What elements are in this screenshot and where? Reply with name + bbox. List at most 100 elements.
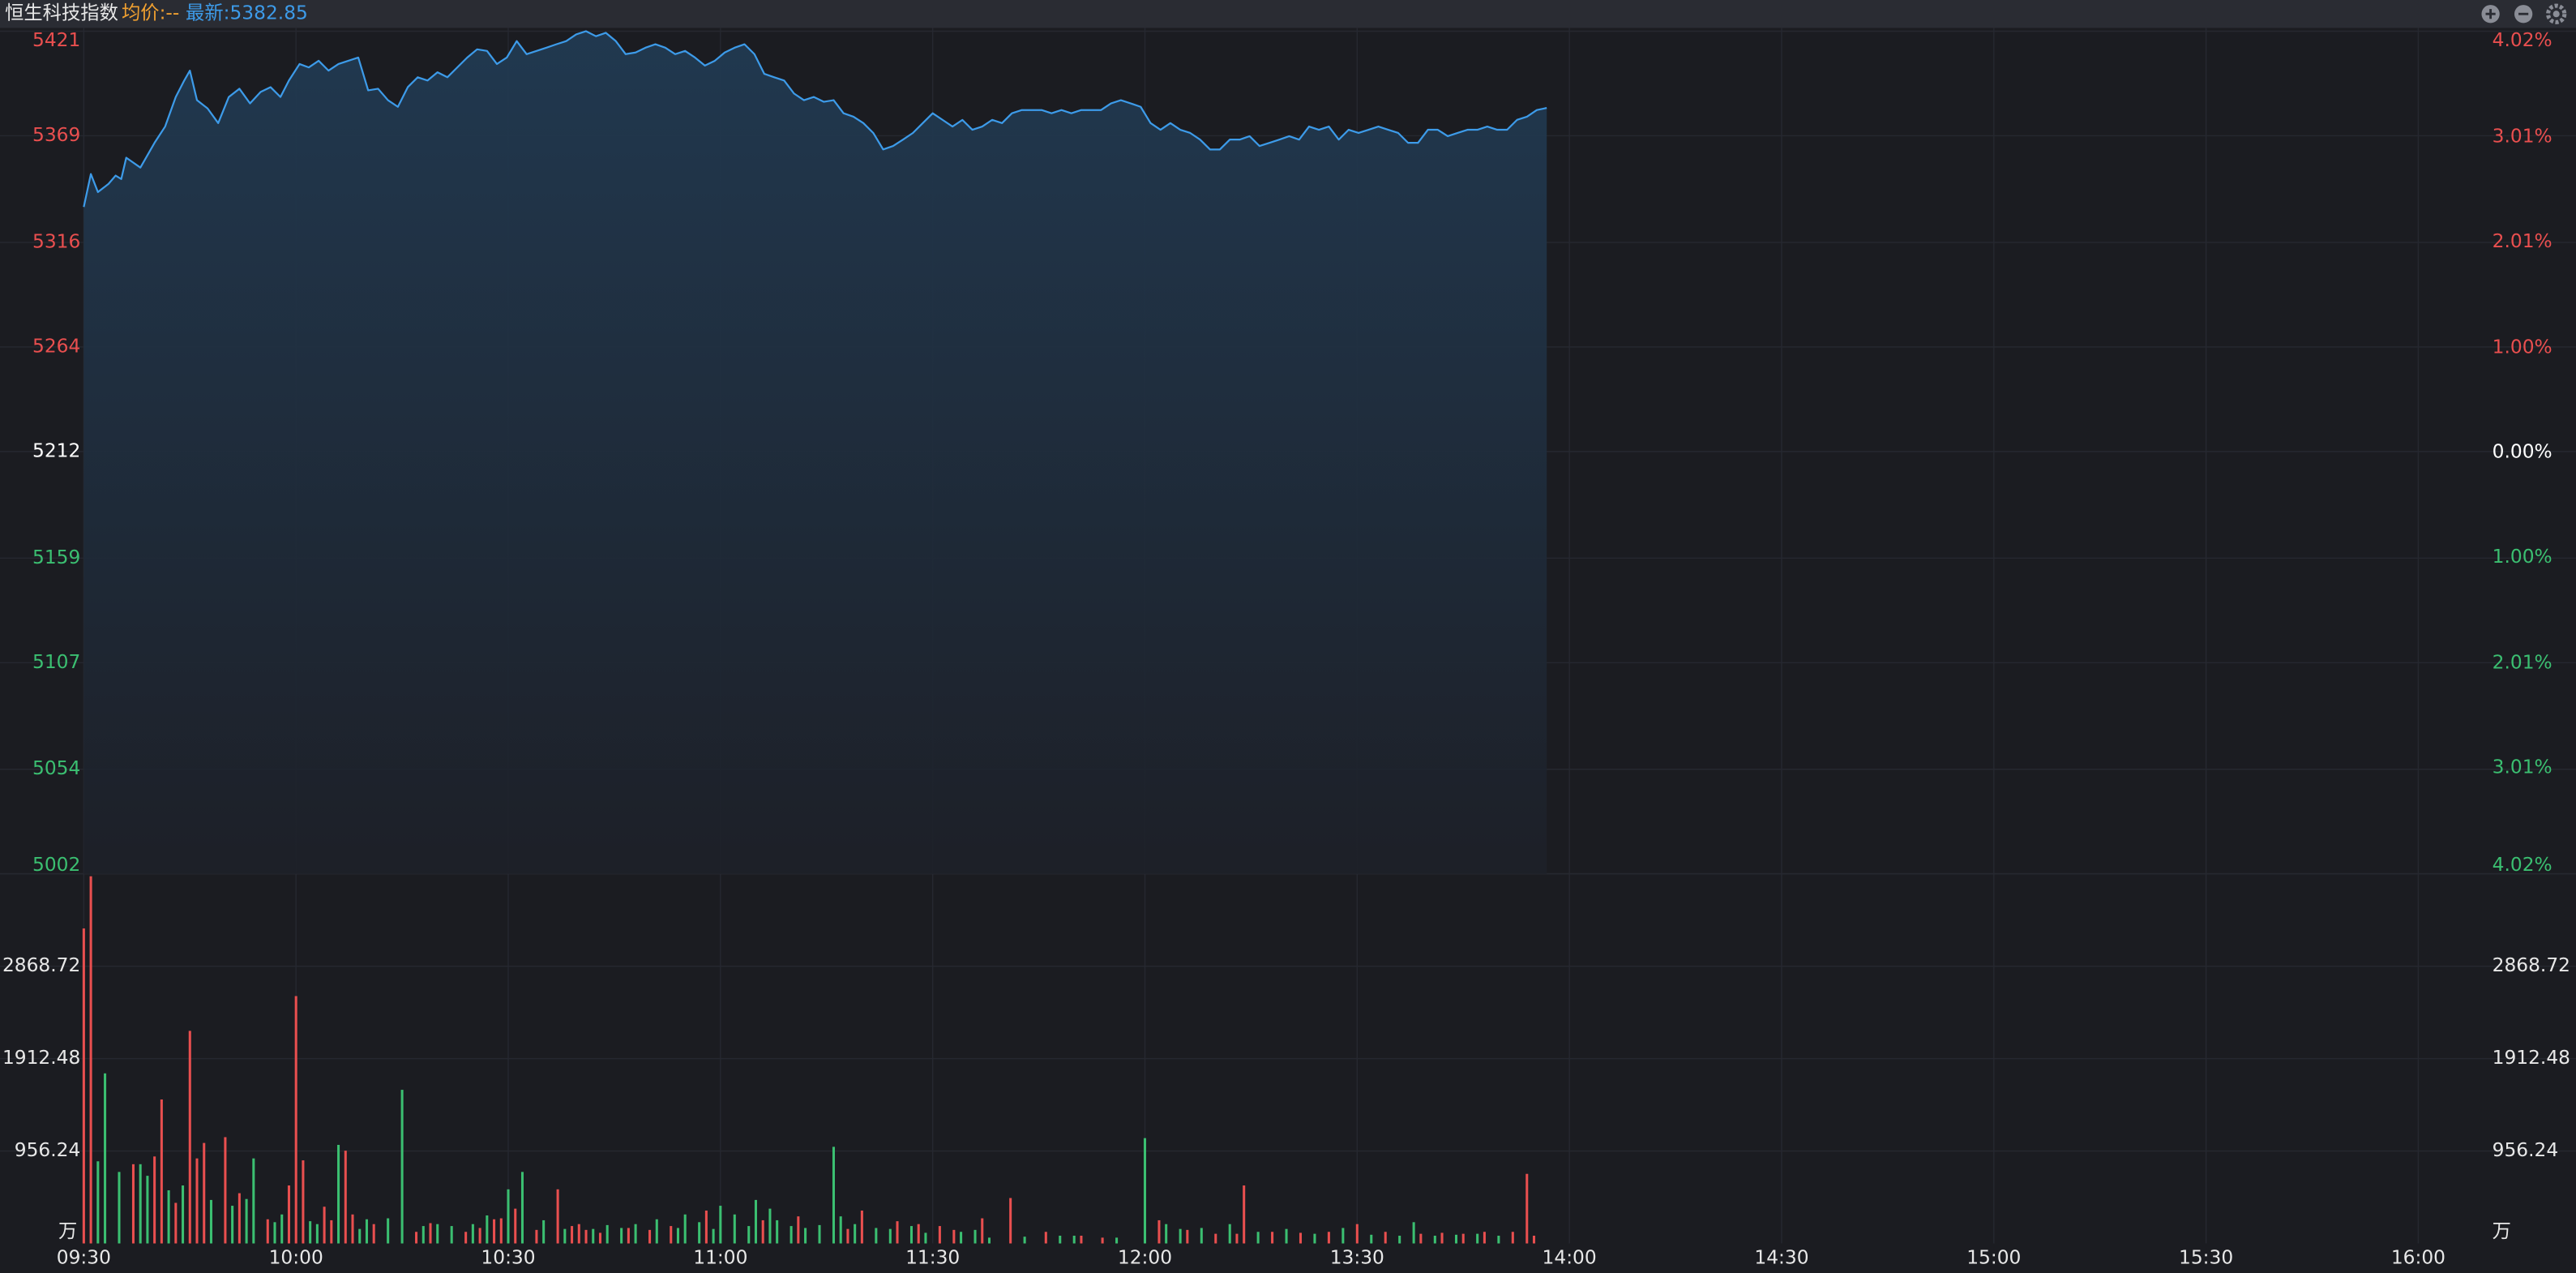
volume-bar bbox=[224, 1137, 227, 1244]
volume-bar bbox=[1476, 1233, 1479, 1244]
volume-bar bbox=[1179, 1228, 1182, 1244]
volume-bar bbox=[195, 1158, 199, 1244]
vol-unit: 万 bbox=[58, 1220, 77, 1242]
volume-bar bbox=[712, 1228, 715, 1244]
volume-bar bbox=[387, 1218, 390, 1244]
volume-bar bbox=[1157, 1219, 1161, 1244]
volume-bar bbox=[118, 1172, 121, 1244]
y-tick-label: 5264 bbox=[32, 335, 80, 357]
volume-bar bbox=[237, 1193, 241, 1244]
volume-bar bbox=[429, 1223, 432, 1244]
settings-button[interactable] bbox=[2546, 3, 2567, 24]
x-tick-label: 16:00 bbox=[2391, 1246, 2445, 1268]
volume-bar bbox=[733, 1214, 736, 1244]
volume-bar bbox=[754, 1199, 757, 1244]
volume-bar bbox=[1009, 1198, 1012, 1244]
y-tick-label: 5369 bbox=[32, 124, 80, 146]
volume-bar bbox=[776, 1219, 779, 1244]
volume-bar bbox=[832, 1147, 835, 1244]
volume-bar bbox=[302, 1160, 305, 1244]
volume-bar bbox=[1355, 1224, 1359, 1244]
x-tick-label: 15:30 bbox=[2179, 1246, 2233, 1268]
y2-tick-label: 1.00% bbox=[2493, 336, 2552, 358]
volume-bar bbox=[839, 1216, 842, 1244]
volume-bar bbox=[96, 1161, 100, 1244]
x-tick-label: 09:30 bbox=[57, 1246, 111, 1268]
volume-bar bbox=[493, 1219, 496, 1244]
volume-bar bbox=[245, 1198, 248, 1244]
x-tick-label: 12:00 bbox=[1118, 1246, 1172, 1268]
volume-bar bbox=[351, 1214, 354, 1244]
volume-bar bbox=[938, 1226, 941, 1244]
volume-bar bbox=[1214, 1233, 1217, 1244]
volume-bar bbox=[252, 1158, 255, 1244]
volume-bar bbox=[436, 1224, 439, 1244]
volume-bar bbox=[1419, 1233, 1423, 1244]
y2-tick-label: 2.01% bbox=[2493, 230, 2552, 252]
volume-bar bbox=[719, 1206, 722, 1244]
volume-bar bbox=[450, 1226, 453, 1244]
volume-bar bbox=[337, 1144, 340, 1244]
volume-bar bbox=[160, 1099, 163, 1244]
volume-bar bbox=[421, 1226, 425, 1244]
volume-bar bbox=[1412, 1222, 1415, 1244]
y-tick-label: 5002 bbox=[32, 854, 80, 876]
y2-tick-label: 4.02% bbox=[2493, 29, 2552, 51]
latest-price: 最新:5382.85 bbox=[186, 2, 308, 24]
labels: 09:30 10:00 10:30 11:00 11:30 12:00 13:30 14:00… bbox=[2, 29, 2570, 1268]
volume-bar bbox=[592, 1228, 595, 1244]
volume-bar bbox=[1285, 1228, 1288, 1244]
volume-bar bbox=[768, 1208, 772, 1244]
zoom-in-button[interactable] bbox=[2481, 5, 2500, 24]
vol-unit-right: 万 bbox=[2493, 1220, 2511, 1242]
volume-bar bbox=[917, 1224, 920, 1244]
volume-bar bbox=[323, 1207, 326, 1244]
volume-bar bbox=[358, 1228, 362, 1244]
volume-bar bbox=[747, 1226, 751, 1244]
avg-price: 均价:-- bbox=[122, 2, 179, 24]
volume-bar bbox=[598, 1232, 601, 1244]
volume-bar bbox=[280, 1214, 284, 1244]
y2-tick-label: 1.00% bbox=[2493, 546, 2552, 568]
zoom-out-button[interactable] bbox=[2514, 5, 2533, 24]
y-tick-label: 5316 bbox=[32, 230, 80, 252]
volume-bar bbox=[698, 1222, 701, 1244]
volume-bar bbox=[507, 1189, 510, 1244]
x-tick-label: 11:00 bbox=[693, 1246, 747, 1268]
volume-bar bbox=[266, 1219, 269, 1244]
volume-bar bbox=[535, 1229, 538, 1244]
y-tick-label: 5212 bbox=[32, 439, 80, 461]
volume-bar bbox=[1532, 1236, 1536, 1244]
volume-bar bbox=[655, 1219, 658, 1244]
volume-bar bbox=[330, 1219, 333, 1244]
volume-bar bbox=[1235, 1233, 1239, 1244]
vol-tick-label: 956.24 bbox=[15, 1139, 81, 1161]
volume-bar bbox=[1433, 1236, 1436, 1244]
volume-bar bbox=[89, 876, 92, 1244]
y2-tick-label: 2.01% bbox=[2493, 651, 2552, 673]
volume-bar bbox=[818, 1224, 821, 1244]
chart-title: 恒生科技指数 bbox=[5, 2, 118, 24]
volume-bar bbox=[1228, 1224, 1231, 1244]
volume-bar bbox=[1341, 1228, 1345, 1244]
vol-tick-label: 1912.48 bbox=[2, 1047, 80, 1069]
volume-bar bbox=[131, 1164, 135, 1244]
volume-bar bbox=[1271, 1232, 1274, 1244]
x-tick-label: 13:30 bbox=[1330, 1246, 1384, 1268]
volume-bar bbox=[584, 1229, 588, 1244]
volume-bar bbox=[372, 1224, 375, 1244]
volume-bar bbox=[167, 1189, 170, 1244]
vol-tick-label-right: 1912.48 bbox=[2493, 1047, 2570, 1069]
x-tick-label: 11:30 bbox=[905, 1246, 960, 1268]
volume-bar bbox=[896, 1221, 899, 1244]
vol-tick-label-right: 2868.72 bbox=[2493, 954, 2570, 976]
volume-bar bbox=[315, 1224, 319, 1244]
volume-bar bbox=[797, 1216, 800, 1244]
volume-bar bbox=[648, 1229, 652, 1244]
volume-bar bbox=[344, 1151, 347, 1244]
volume-bar bbox=[1243, 1185, 1246, 1244]
volume-bar bbox=[888, 1228, 892, 1244]
volume-bar bbox=[1200, 1228, 1203, 1244]
volume-bar bbox=[676, 1228, 679, 1244]
volume-bar bbox=[1398, 1236, 1401, 1244]
